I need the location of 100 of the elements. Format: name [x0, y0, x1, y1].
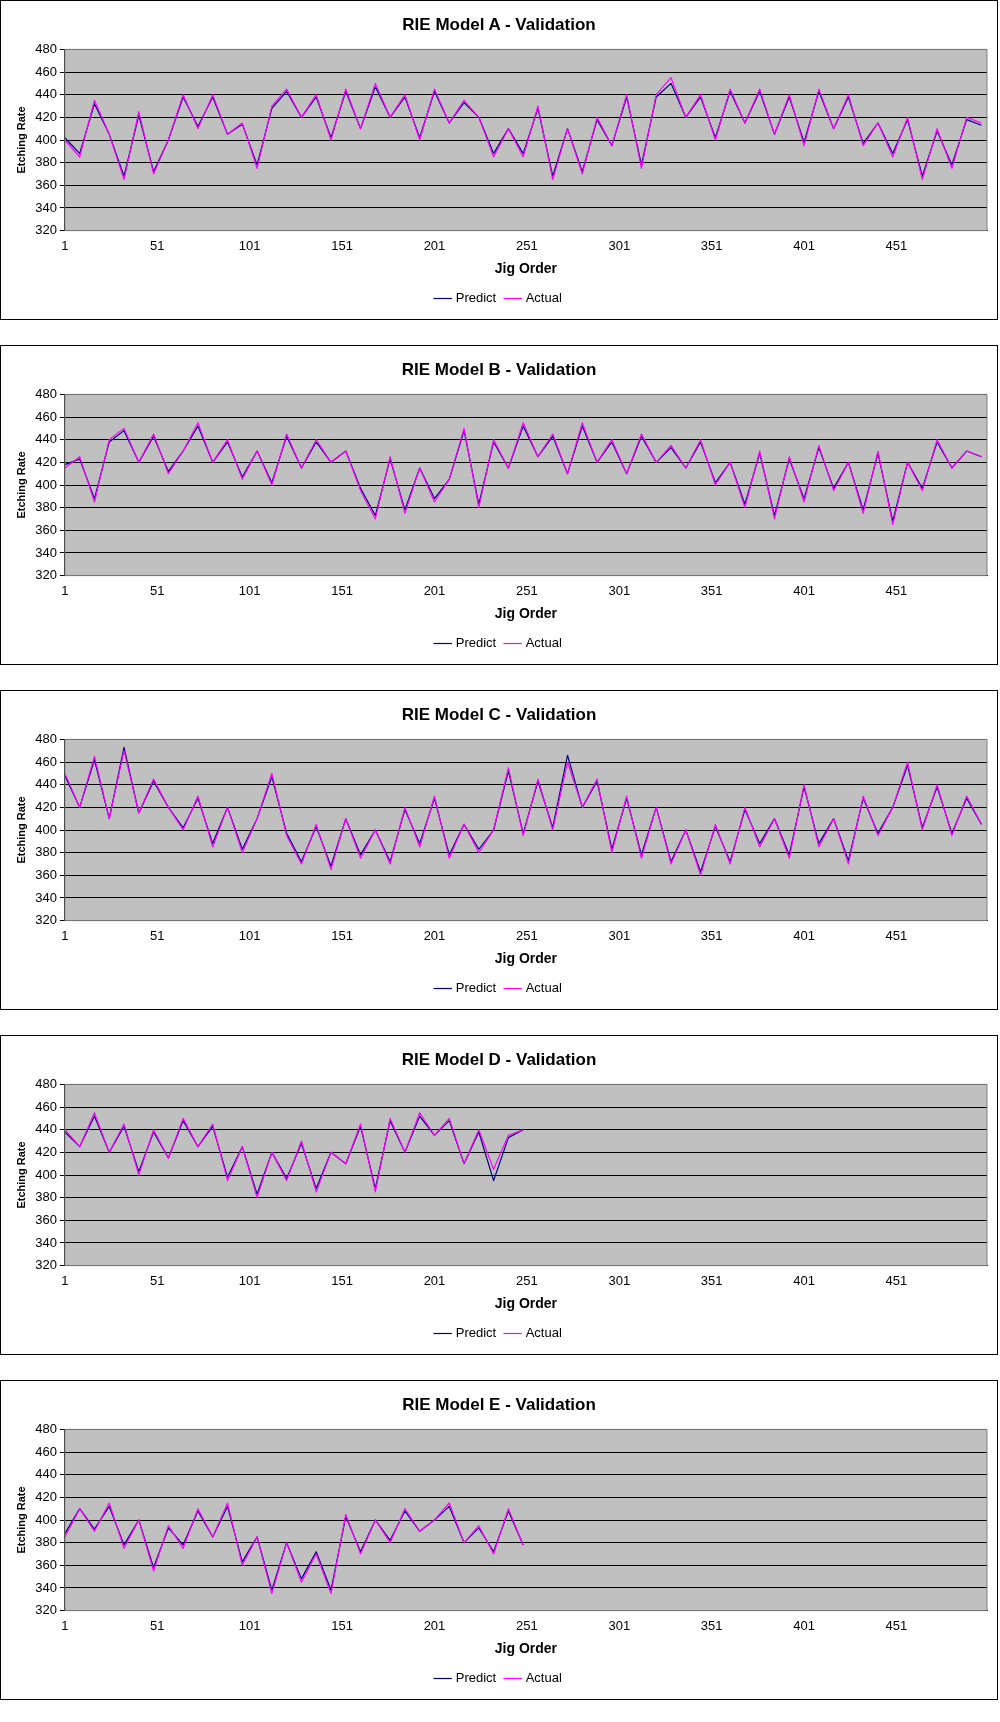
x-tick-label: 451 [885, 1617, 908, 1633]
y-tick-label: 340 [35, 544, 57, 560]
x-tick-label: 251 [516, 582, 538, 598]
x-tick-label: 201 [423, 1617, 446, 1633]
x-tick-label: 401 [793, 237, 815, 253]
y-tick-label: 380 [35, 154, 57, 170]
x-tick-label: 451 [885, 582, 908, 598]
y-tick-label: 400 [35, 821, 57, 837]
y-tick-label: 440 [35, 1466, 57, 1482]
y-tick-label: 480 [35, 40, 57, 56]
y-tick-label: 420 [35, 1488, 57, 1504]
legend-label: Actual [525, 635, 562, 651]
x-tick-label: 401 [793, 582, 815, 598]
x-tick-label: 351 [700, 1617, 723, 1633]
y-tick-label: 360 [35, 176, 57, 192]
y-tick-label: 360 [35, 1556, 57, 1572]
y-tick-label: 440 [35, 86, 57, 102]
legend-label: Actual [525, 980, 562, 996]
x-tick-label: 151 [331, 582, 353, 598]
legend-label: Actual [525, 290, 562, 306]
x-tick-label: 301 [608, 1272, 631, 1288]
y-tick-label: 440 [35, 431, 57, 447]
x-tick-label: 51 [150, 1617, 165, 1633]
x-tick-label: 251 [516, 237, 538, 253]
y-tick-label: 340 [35, 889, 57, 905]
x-tick-label: 201 [423, 927, 446, 943]
x-tick-label: 101 [238, 1272, 261, 1288]
legend-label: Actual [525, 1325, 562, 1341]
y-tick-label: 320 [35, 912, 57, 928]
y-tick-label: 400 [35, 1511, 57, 1527]
x-tick-label: 151 [331, 237, 353, 253]
x-tick-label: 401 [793, 1617, 815, 1633]
y-tick-label: 460 [35, 63, 57, 79]
x-tick-label: 151 [331, 927, 353, 943]
y-tick-label: 320 [35, 1257, 57, 1273]
x-axis-title: Jig Order [494, 605, 558, 622]
y-tick-label: 480 [35, 1075, 57, 1091]
x-tick-label: 151 [331, 1617, 353, 1633]
y-tick-label: 360 [35, 521, 57, 537]
y-tick-label: 320 [35, 222, 57, 238]
y-tick-label: 340 [35, 1579, 57, 1595]
y-tick-label: 420 [35, 1143, 57, 1159]
x-tick-label: 401 [793, 1272, 815, 1288]
y-tick-label: 480 [35, 385, 57, 401]
x-tick-label: 101 [238, 237, 261, 253]
y-tick-label: 340 [35, 199, 57, 215]
x-axis-title: Jig Order [494, 950, 558, 967]
x-axis-title: Jig Order [494, 260, 558, 277]
x-tick-label: 351 [700, 237, 723, 253]
y-tick-label: 320 [35, 1602, 57, 1618]
legend-label: Actual [525, 1670, 562, 1686]
y-tick-label: 340 [35, 1234, 57, 1250]
y-axis-title: Etching Rate [14, 1486, 27, 1554]
y-tick-label: 460 [35, 408, 57, 424]
x-tick-label: 1 [61, 237, 69, 253]
x-tick-label: 1 [61, 1272, 69, 1288]
x-tick-label: 201 [423, 237, 446, 253]
y-tick-label: 360 [35, 866, 57, 882]
chart-title: RIE Model C - Validation [401, 704, 597, 724]
y-tick-label: 380 [35, 1189, 57, 1205]
x-axis-title: Jig Order [494, 1295, 558, 1312]
y-axis-title: Etching Rate [14, 451, 27, 519]
x-tick-label: 251 [516, 927, 538, 943]
y-tick-label: 380 [35, 844, 57, 860]
x-axis-title: Jig Order [494, 1640, 558, 1657]
y-axis-title: Etching Rate [14, 796, 27, 864]
x-tick-label: 101 [238, 1617, 261, 1633]
y-tick-label: 320 [35, 567, 57, 583]
y-tick-label: 460 [35, 1443, 57, 1459]
x-tick-label: 51 [150, 237, 165, 253]
x-tick-label: 151 [331, 1272, 353, 1288]
x-tick-label: 301 [608, 237, 631, 253]
y-tick-label: 460 [35, 1098, 57, 1114]
chart-title: RIE Model A - Validation [402, 14, 596, 34]
y-tick-label: 360 [35, 1211, 57, 1227]
legend-label: Predict [455, 1670, 497, 1686]
y-tick-label: 460 [35, 753, 57, 769]
y-axis-title: Etching Rate [14, 1141, 27, 1209]
y-tick-label: 420 [35, 108, 57, 124]
y-tick-label: 400 [35, 131, 57, 147]
chart-title: RIE Model B - Validation [401, 359, 597, 379]
x-tick-label: 51 [150, 927, 165, 943]
x-tick-label: 301 [608, 927, 631, 943]
x-tick-label: 251 [516, 1617, 538, 1633]
x-tick-label: 351 [700, 927, 723, 943]
x-tick-label: 401 [793, 927, 815, 943]
x-tick-label: 351 [700, 1272, 723, 1288]
x-tick-label: 51 [150, 1272, 165, 1288]
x-tick-label: 451 [885, 237, 908, 253]
x-tick-label: 301 [608, 582, 631, 598]
x-tick-label: 51 [150, 582, 165, 598]
x-tick-label: 451 [885, 927, 908, 943]
chart-title: RIE Model E - Validation [402, 1394, 596, 1414]
y-tick-label: 440 [35, 776, 57, 792]
x-tick-label: 101 [238, 582, 261, 598]
x-tick-label: 201 [423, 582, 446, 598]
legend-label: Predict [455, 290, 497, 306]
chart-title: RIE Model D - Validation [401, 1049, 597, 1069]
y-tick-label: 420 [35, 798, 57, 814]
legend-label: Predict [455, 635, 497, 651]
